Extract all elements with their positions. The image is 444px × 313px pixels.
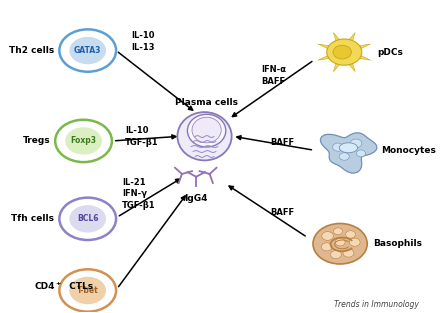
Text: BAFF: BAFF	[270, 208, 294, 217]
Circle shape	[345, 231, 356, 238]
Circle shape	[350, 139, 362, 148]
Circle shape	[322, 232, 333, 240]
Circle shape	[357, 150, 365, 157]
Text: Monocytes: Monocytes	[381, 146, 436, 155]
Polygon shape	[321, 133, 377, 173]
Text: BCL6: BCL6	[77, 214, 99, 223]
Text: Trends in Immunology: Trends in Immunology	[334, 300, 419, 309]
Ellipse shape	[192, 117, 221, 143]
Text: IL-21
IFN-γ
TGF-β1: IL-21 IFN-γ TGF-β1	[123, 177, 156, 210]
Text: BAFF: BAFF	[270, 138, 294, 147]
Text: +: +	[56, 281, 61, 286]
Circle shape	[313, 223, 367, 264]
Text: IL-10
TGF-β1: IL-10 TGF-β1	[125, 126, 159, 147]
Text: IFN-α
BAFF: IFN-α BAFF	[261, 65, 286, 86]
Ellipse shape	[187, 114, 226, 147]
Polygon shape	[342, 44, 370, 56]
Polygon shape	[340, 51, 355, 72]
Text: CTLs: CTLs	[66, 282, 93, 291]
Circle shape	[339, 153, 349, 160]
Ellipse shape	[178, 112, 232, 160]
Text: T-bet: T-bet	[77, 286, 99, 295]
Text: Plasma cells: Plasma cells	[175, 98, 238, 107]
Text: CD4: CD4	[35, 282, 55, 291]
Circle shape	[69, 205, 106, 233]
Text: Basophils: Basophils	[373, 239, 423, 248]
Polygon shape	[318, 49, 346, 60]
Circle shape	[65, 127, 102, 155]
Polygon shape	[318, 44, 346, 56]
Text: GATA3: GATA3	[74, 46, 101, 55]
Circle shape	[333, 228, 343, 235]
Polygon shape	[340, 33, 355, 54]
Circle shape	[69, 277, 106, 304]
Circle shape	[349, 238, 360, 246]
Text: Th2 cells: Th2 cells	[9, 46, 54, 55]
Polygon shape	[333, 51, 349, 72]
Text: IgG4: IgG4	[184, 194, 208, 203]
Circle shape	[69, 37, 106, 64]
Text: Tregs: Tregs	[23, 136, 50, 146]
Circle shape	[327, 39, 362, 65]
Circle shape	[343, 249, 354, 257]
Circle shape	[346, 146, 355, 152]
Circle shape	[333, 45, 351, 59]
Polygon shape	[342, 49, 370, 60]
Circle shape	[321, 243, 332, 251]
Text: IL-10
IL-13: IL-10 IL-13	[131, 31, 155, 52]
Polygon shape	[333, 33, 349, 54]
Circle shape	[335, 239, 345, 246]
Text: Tfh cells: Tfh cells	[12, 214, 54, 223]
Text: pDCs: pDCs	[377, 48, 403, 57]
Circle shape	[333, 143, 344, 151]
Circle shape	[330, 251, 341, 259]
Text: Foxp3: Foxp3	[71, 136, 96, 146]
Ellipse shape	[339, 143, 357, 153]
